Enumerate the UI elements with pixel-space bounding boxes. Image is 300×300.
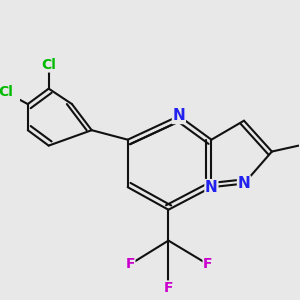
Text: F: F <box>203 257 213 271</box>
Text: F: F <box>164 281 173 295</box>
Text: Cl: Cl <box>0 85 13 99</box>
Text: Cl: Cl <box>41 58 56 72</box>
Text: N: N <box>205 180 218 195</box>
Text: N: N <box>172 108 185 123</box>
Text: F: F <box>125 257 135 271</box>
Text: N: N <box>238 176 250 191</box>
